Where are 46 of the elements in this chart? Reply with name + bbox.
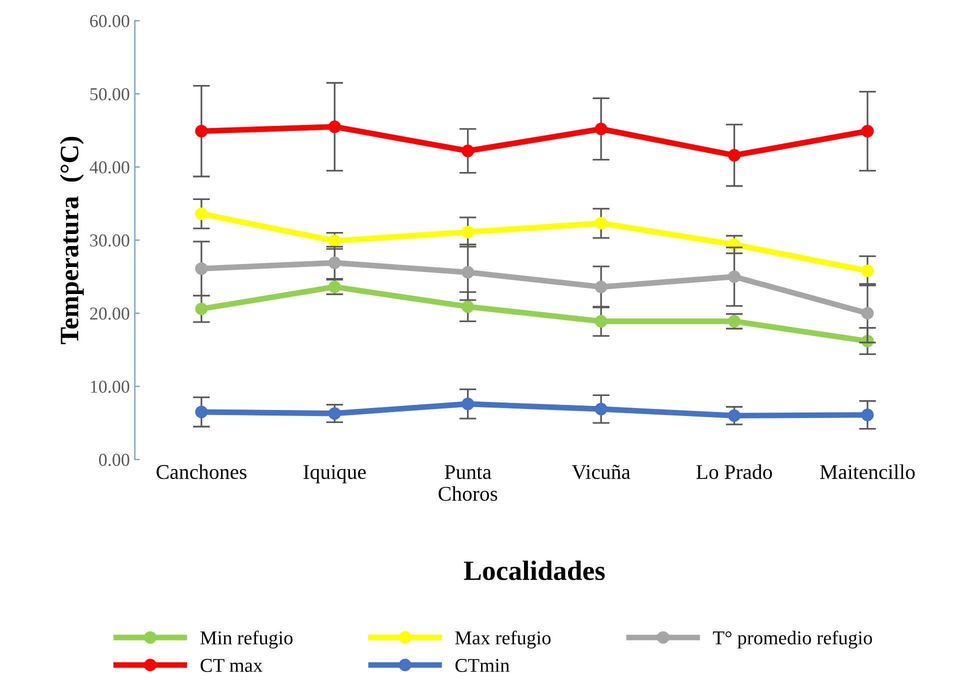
point bbox=[594, 315, 608, 328]
x-axis-title: Localidades bbox=[464, 560, 605, 580]
point bbox=[594, 402, 608, 416]
point bbox=[328, 407, 341, 420]
y-tick-label: 20.00 bbox=[90, 308, 130, 320]
x-tick-label: Maitencillo bbox=[820, 464, 915, 480]
x-tick-label: Canchones bbox=[156, 464, 246, 480]
y-tick-label: 0.00 bbox=[99, 454, 130, 466]
point bbox=[462, 300, 474, 313]
point bbox=[728, 315, 741, 328]
point bbox=[861, 307, 874, 320]
point bbox=[594, 122, 608, 136]
point bbox=[195, 302, 208, 316]
point bbox=[462, 398, 474, 410]
x-tick-label: Punta Choros bbox=[438, 465, 498, 501]
point bbox=[328, 120, 341, 134]
y-tick-label: 50.00 bbox=[90, 88, 130, 100]
point bbox=[195, 262, 208, 275]
x-tick-label: Lo Prado bbox=[696, 464, 772, 480]
legend-label: CTmin bbox=[455, 658, 510, 672]
legend-label: Max refugio bbox=[455, 630, 551, 648]
point bbox=[195, 406, 208, 418]
y-tick-label: 40.00 bbox=[90, 161, 130, 174]
point bbox=[861, 408, 874, 422]
x-tick-label: Iquique bbox=[304, 465, 366, 484]
point bbox=[328, 256, 341, 270]
point bbox=[594, 280, 608, 294]
point bbox=[462, 266, 474, 279]
y-axis-title: Temperatura (°C) bbox=[60, 136, 84, 344]
point bbox=[861, 124, 874, 138]
point bbox=[594, 217, 608, 230]
legend-label: Min refugio bbox=[200, 630, 293, 648]
y-tick-label: 10.00 bbox=[90, 380, 130, 393]
point bbox=[861, 264, 874, 278]
point bbox=[728, 270, 741, 283]
x-tick-label: Vicuña bbox=[572, 464, 630, 480]
legend-label: CT max bbox=[200, 658, 262, 672]
point bbox=[195, 124, 208, 138]
y-tick-label: 30.00 bbox=[90, 234, 130, 247]
legend-label: T° promedio refugio bbox=[713, 630, 872, 648]
point bbox=[728, 149, 741, 162]
point bbox=[462, 144, 474, 158]
point bbox=[195, 208, 208, 220]
y-tick-label: 60.00 bbox=[90, 14, 130, 28]
point bbox=[728, 409, 741, 422]
point bbox=[462, 226, 474, 238]
